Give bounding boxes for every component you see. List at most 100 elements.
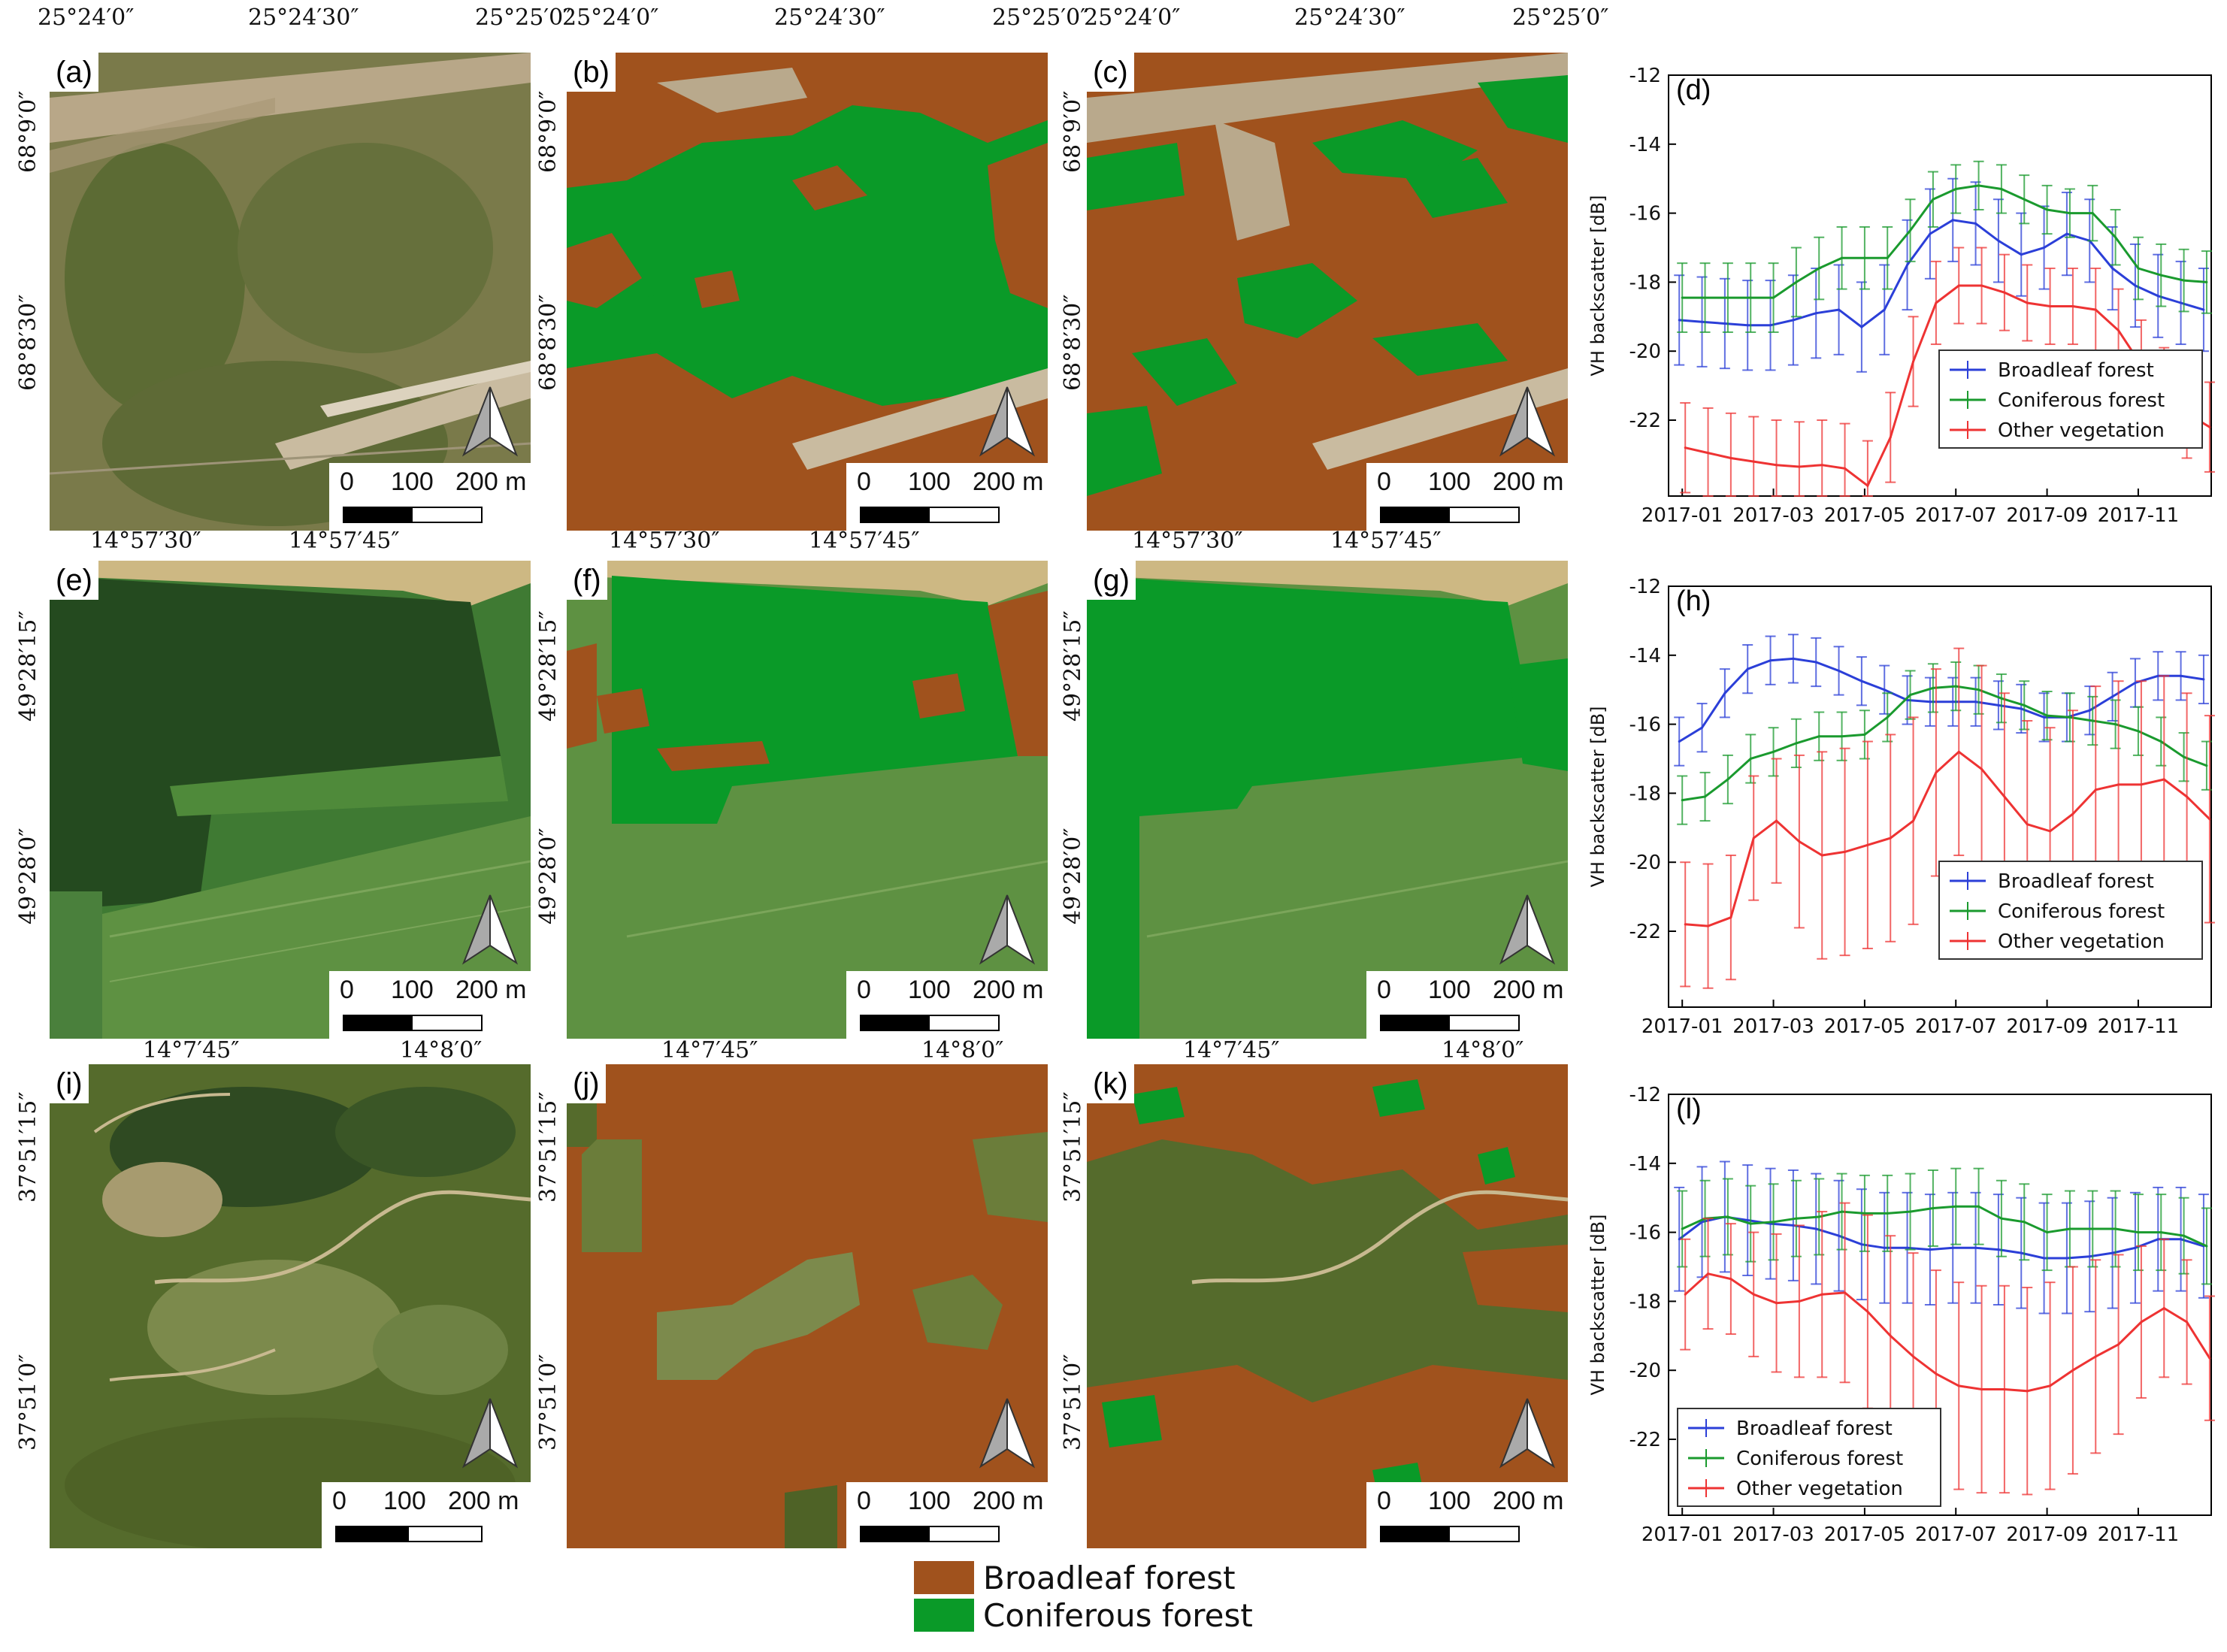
panel-label-f: (f) bbox=[567, 561, 607, 600]
y-tick-label: -14 bbox=[1629, 134, 1661, 156]
x-tick-label: 2017-03 bbox=[1732, 1523, 1814, 1546]
scale-end: 200 m bbox=[1493, 976, 1564, 1004]
y-tick-label: -16 bbox=[1629, 203, 1661, 225]
y-axis-label: VH backscatter [dB] bbox=[1587, 706, 1608, 887]
y-tick-label: -22 bbox=[1629, 921, 1661, 943]
chart-panel-label: (h) bbox=[1676, 585, 1711, 617]
legend-label: Coniferous forest bbox=[1998, 389, 2165, 412]
panel-label-a: (a) bbox=[50, 53, 98, 92]
legend-swatch-broadleaf bbox=[914, 1561, 974, 1594]
series-other-vegetation bbox=[1680, 1202, 2215, 1496]
north-arrow-icon bbox=[979, 894, 1036, 965]
scale-mid: 100 bbox=[391, 976, 434, 1004]
top-label-r3-1: 14°7′45″ bbox=[143, 1037, 240, 1064]
map-panel-e: (e) 0 100 200 m bbox=[50, 561, 531, 1039]
top-label-r1-8: 25°24′30″ bbox=[1294, 5, 1405, 31]
top-label-r1-5: 25°24′30″ bbox=[774, 5, 885, 31]
x-tick-label: 2017-09 bbox=[2006, 1015, 2088, 1038]
side-label-r3a-2: 37°51′0″ bbox=[15, 1354, 41, 1451]
top-label-r1-9: 25°25′0″ bbox=[1512, 5, 1609, 31]
scale-bar-c: 0 100 200 m bbox=[1366, 463, 1568, 531]
side-label-r3c-2: 37°51′0″ bbox=[1060, 1354, 1086, 1451]
legend-label: Broadleaf forest bbox=[1998, 870, 2154, 893]
panel-label-b: (b) bbox=[567, 53, 616, 92]
panel-label-j: (j) bbox=[567, 1064, 606, 1103]
north-arrow-icon bbox=[461, 894, 519, 965]
north-arrow-icon bbox=[1499, 894, 1556, 965]
side-label-r2b-1: 49°28′15″ bbox=[535, 610, 561, 722]
chart-panel-label: (l) bbox=[1676, 1094, 1702, 1125]
panel-label-g: (g) bbox=[1087, 561, 1136, 600]
top-label-r3-5: 14°7′45″ bbox=[1183, 1037, 1280, 1064]
scale-bar-j: 0 100 200 m bbox=[846, 1482, 1048, 1548]
map-panel-a: (a) 0 100 200 m bbox=[50, 53, 531, 531]
north-arrow-icon bbox=[461, 1398, 519, 1469]
scale-mid: 100 bbox=[908, 1487, 951, 1515]
scale-mid: 100 bbox=[391, 467, 434, 496]
panel-label-i: (i) bbox=[50, 1064, 89, 1103]
north-arrow-icon bbox=[1499, 1398, 1556, 1469]
side-label-r1a-2: 68°8′30″ bbox=[15, 294, 41, 391]
scale-zero: 0 bbox=[857, 1487, 871, 1515]
legend-label: Other vegetation bbox=[1998, 419, 2165, 442]
top-label-r1-1: 25°24′0″ bbox=[38, 5, 135, 31]
legend-label: Other vegetation bbox=[1736, 1478, 1903, 1500]
map-panel-b: (b) 0 100 200 m bbox=[567, 53, 1048, 531]
top-label-r3-6: 14°8′0″ bbox=[1442, 1037, 1524, 1064]
y-tick-label: -16 bbox=[1629, 1222, 1661, 1245]
map-panel-j: (j) 0 100 200 m bbox=[567, 1064, 1048, 1548]
scale-zero: 0 bbox=[857, 976, 871, 1004]
map-panel-f: (f) 0 100 200 m bbox=[567, 561, 1048, 1039]
y-tick-label: -18 bbox=[1629, 782, 1661, 805]
top-label-r1-6: 25°25′0″ bbox=[992, 5, 1089, 31]
y-tick-label: -18 bbox=[1629, 271, 1661, 294]
series-line bbox=[1684, 1272, 2211, 1393]
x-tick-label: 2017-03 bbox=[1732, 1015, 1814, 1038]
x-tick-label: 2017-01 bbox=[1642, 1523, 1723, 1546]
scale-zero: 0 bbox=[1377, 467, 1391, 496]
y-tick-label: -14 bbox=[1629, 645, 1661, 667]
scale-bar-b: 0 100 200 m bbox=[846, 463, 1048, 531]
classification-map-c bbox=[1087, 53, 1568, 531]
y-axis-label: VH backscatter [dB] bbox=[1587, 195, 1608, 376]
side-label-r2b-2: 49°28′0″ bbox=[535, 828, 561, 924]
north-arrow-icon bbox=[979, 386, 1036, 457]
x-tick-label: 2017-09 bbox=[2006, 1523, 2088, 1546]
top-label-r2-1: 14°57′30″ bbox=[90, 528, 201, 554]
x-tick-label: 2017-05 bbox=[1824, 504, 1906, 527]
classification-map-j bbox=[567, 1064, 1048, 1548]
legend-label-broadleaf: Broadleaf forest bbox=[983, 1559, 1236, 1596]
scale-mid: 100 bbox=[1428, 1487, 1471, 1515]
x-tick-label: 2017-05 bbox=[1824, 1015, 1906, 1038]
top-label-r3-3: 14°7′45″ bbox=[661, 1037, 758, 1064]
top-label-r2-2: 14°57′45″ bbox=[289, 528, 400, 554]
scale-zero: 0 bbox=[332, 1487, 346, 1515]
series-broadleaf-forest bbox=[1674, 634, 2209, 767]
side-label-r1a-1: 68°9′0″ bbox=[15, 90, 41, 173]
scale-zero: 0 bbox=[1377, 976, 1391, 1004]
top-label-r1-4: 25°24′0″ bbox=[562, 5, 659, 31]
aerial-photo-i bbox=[50, 1064, 531, 1548]
scale-end: 200 m bbox=[973, 467, 1044, 496]
side-label-r2a-2: 49°28′0″ bbox=[15, 828, 41, 924]
x-tick-label: 2017-03 bbox=[1732, 504, 1814, 527]
north-arrow-icon bbox=[1499, 386, 1556, 457]
side-label-r3b-2: 37°51′0″ bbox=[535, 1354, 561, 1451]
top-label-r2-4: 14°57′45″ bbox=[809, 528, 920, 554]
x-tick-label: 2017-11 bbox=[2098, 504, 2180, 527]
x-tick-label: 2017-07 bbox=[1915, 1015, 1997, 1038]
aerial-photo-e bbox=[50, 561, 531, 1039]
side-label-r2c-2: 49°28′0″ bbox=[1060, 828, 1086, 924]
series-line bbox=[1682, 184, 2207, 299]
scale-mid: 100 bbox=[1428, 467, 1471, 496]
y-tick-label: -14 bbox=[1629, 1153, 1661, 1175]
side-label-r1c-1: 68°9′0″ bbox=[1060, 90, 1086, 173]
top-label-r1-3: 25°25′0″ bbox=[475, 5, 572, 31]
series-broadleaf-forest bbox=[1674, 1160, 2209, 1315]
series-line bbox=[1679, 219, 2204, 328]
y-tick-label: -20 bbox=[1629, 852, 1661, 874]
side-label-r1b-1: 68°9′0″ bbox=[535, 90, 561, 173]
panel-label-e: (e) bbox=[50, 561, 98, 600]
figure-legend: Broadleaf forest Coniferous forest bbox=[914, 1559, 1253, 1634]
north-arrow-icon bbox=[461, 386, 519, 457]
